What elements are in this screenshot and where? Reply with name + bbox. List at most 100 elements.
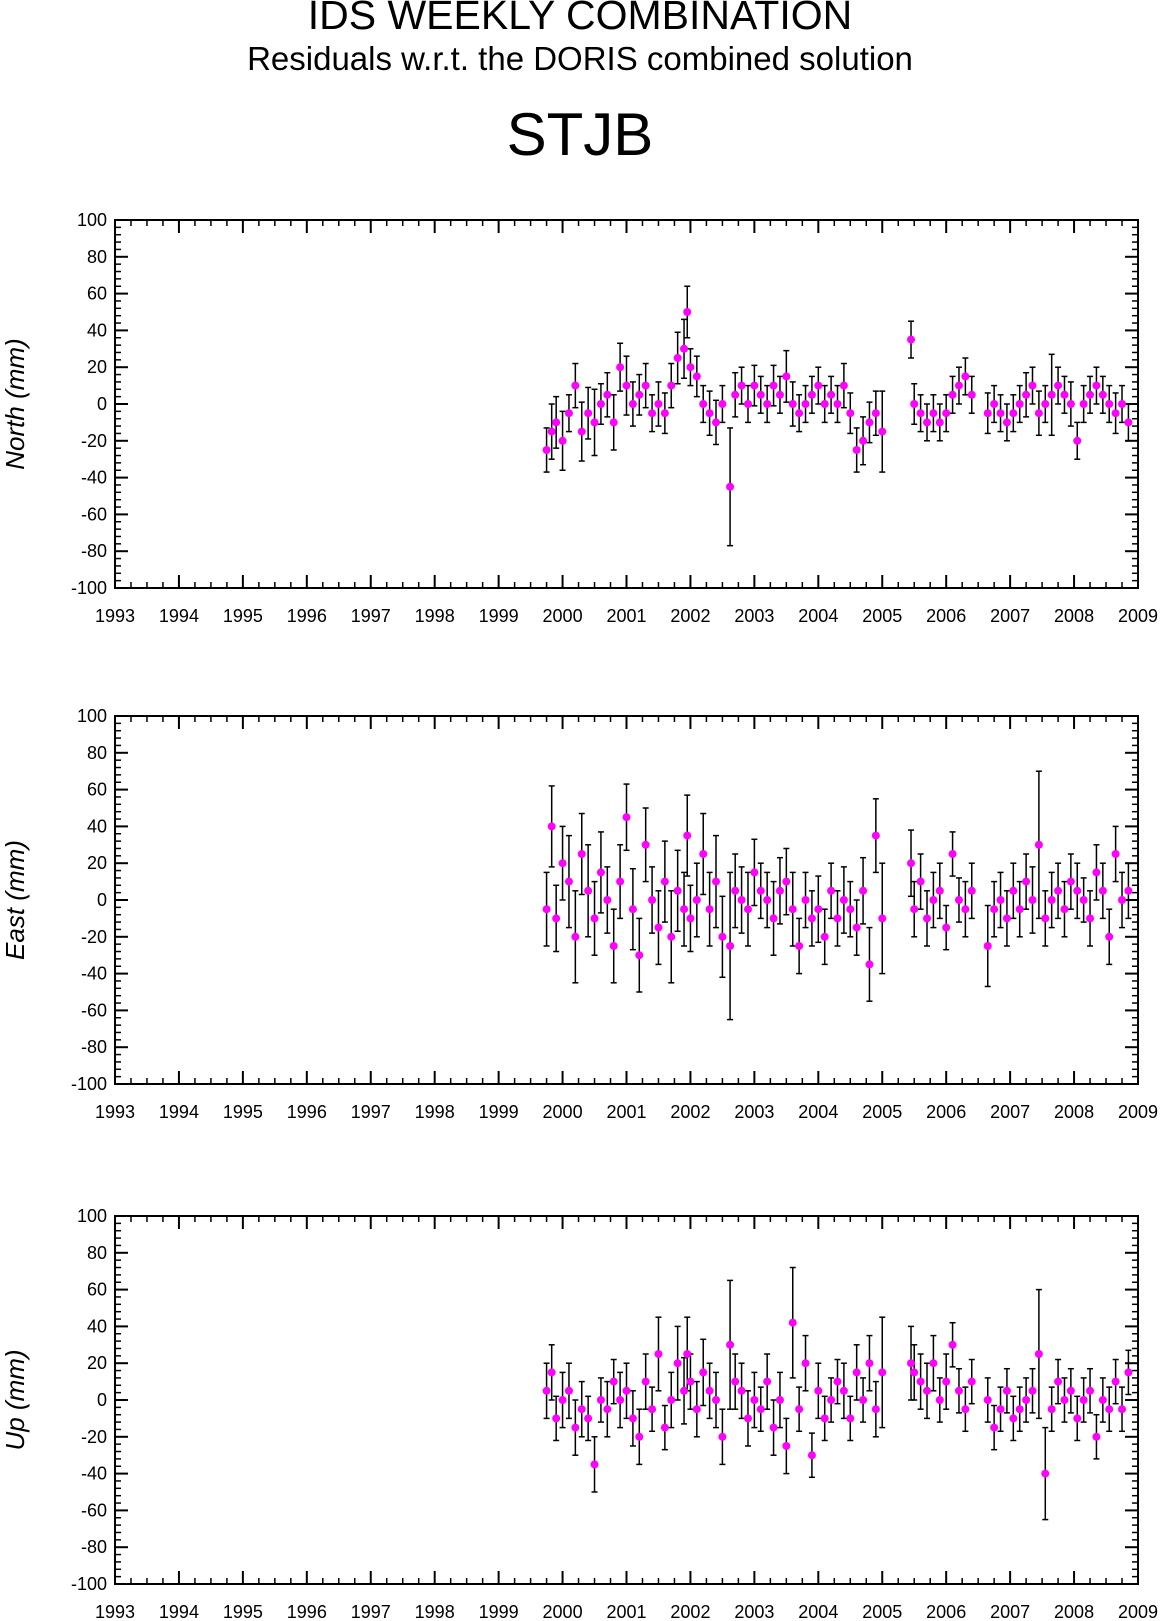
- x-tick-label: 1997: [351, 1102, 391, 1122]
- data-point: [788, 400, 797, 408]
- y-tick-label: -20: [81, 927, 107, 947]
- data-point: [801, 896, 810, 904]
- data-point: [726, 482, 735, 491]
- y-tick-label: -40: [81, 1464, 107, 1484]
- data-point: [801, 1359, 810, 1368]
- data-point: [743, 1414, 752, 1423]
- data-point: [775, 1396, 784, 1404]
- data-point: [1015, 1405, 1024, 1414]
- x-tick-label: 1993: [95, 606, 135, 626]
- y-tick-label: 20: [87, 853, 107, 873]
- data-point: [961, 372, 970, 381]
- data-point: [961, 1405, 970, 1414]
- data-point: [1022, 390, 1031, 399]
- x-tick-label: 2004: [798, 606, 838, 626]
- data-point: [1111, 850, 1120, 858]
- data-point: [712, 877, 721, 886]
- data-point: [1079, 1396, 1088, 1404]
- data-point: [737, 1386, 746, 1395]
- data-point: [878, 427, 887, 436]
- data-point: [865, 418, 874, 427]
- data-point: [801, 400, 810, 408]
- data-point: [795, 409, 804, 418]
- data-point: [1034, 1350, 1043, 1358]
- data-point: [1041, 914, 1050, 923]
- data-point: [750, 1396, 759, 1404]
- data-point: [667, 932, 676, 941]
- data-point: [1092, 381, 1101, 390]
- chart-title: IDS WEEKLY COMBINATION: [307, 0, 853, 38]
- x-tick-label: 2003: [734, 1102, 774, 1122]
- data-point: [763, 896, 772, 904]
- data-point: [996, 896, 1005, 904]
- data-point: [795, 942, 804, 950]
- data-point: [641, 840, 650, 849]
- y-tick-label: 80: [87, 1243, 107, 1263]
- data-point: [756, 1405, 765, 1414]
- panel-north: 1993 1994 1995 1996 1997 1998 1999 2000 2001 2002…: [0, 210, 1158, 626]
- data-point: [1047, 390, 1056, 399]
- data-point: [907, 1359, 916, 1368]
- data-point: [743, 400, 752, 408]
- y-tick-label: -40: [81, 468, 107, 488]
- data-point: [542, 446, 551, 454]
- data-point: [609, 942, 618, 950]
- x-tick-label: 1993: [95, 1102, 135, 1122]
- data-point: [1028, 381, 1037, 390]
- data-point: [910, 400, 919, 408]
- data-point: [846, 409, 855, 418]
- plot-frame: [114, 715, 1139, 1085]
- data-point: [1098, 390, 1107, 399]
- y-tick-label: 80: [87, 743, 107, 763]
- data-point: [635, 1432, 644, 1441]
- data-point: [584, 886, 593, 895]
- x-tick-label: 2008: [1054, 1102, 1094, 1122]
- data-point: [929, 1359, 938, 1368]
- data-point: [839, 1386, 848, 1395]
- data-point: [942, 1377, 951, 1386]
- x-tick-label: 2002: [670, 606, 710, 626]
- data-point: [564, 409, 573, 418]
- data-point: [1105, 1405, 1114, 1414]
- data-point: [935, 1396, 944, 1404]
- data-point: [641, 381, 650, 390]
- data-point: [731, 390, 740, 399]
- data-point: [769, 1423, 778, 1432]
- x-tick-label: 1997: [351, 606, 391, 626]
- data-point: [718, 1432, 727, 1441]
- y-tick-label: -20: [81, 431, 107, 451]
- data-point: [929, 896, 938, 904]
- x-tick-label: 2009: [1118, 606, 1158, 626]
- data-point: [692, 896, 701, 904]
- data-point: [680, 905, 689, 914]
- data-point: [967, 886, 976, 895]
- data-point: [1105, 400, 1114, 408]
- data-point: [705, 905, 714, 914]
- data-point: [935, 418, 944, 427]
- data-point: [648, 1405, 657, 1414]
- data-point: [983, 409, 992, 418]
- data-point: [833, 1377, 842, 1386]
- data-point: [814, 905, 823, 914]
- data-point: [622, 381, 631, 390]
- data-point: [705, 1386, 714, 1395]
- x-tick-label: 1998: [415, 606, 455, 626]
- data-point: [622, 1386, 631, 1395]
- data-point: [807, 390, 816, 399]
- data-point: [996, 1405, 1005, 1414]
- data-point: [983, 942, 992, 950]
- data-point: [1009, 409, 1018, 418]
- x-tick-label: 2006: [926, 606, 966, 626]
- data-point: [596, 868, 605, 877]
- data-point: [1034, 409, 1043, 418]
- data-point: [763, 400, 772, 408]
- data-point: [1054, 1377, 1063, 1386]
- y-tick-label: 0: [97, 890, 107, 910]
- data-point: [558, 859, 567, 868]
- y-tick-label: -60: [81, 1000, 107, 1020]
- data-point: [846, 1414, 855, 1423]
- data-point: [680, 1386, 689, 1395]
- y-tick-label: 20: [87, 357, 107, 377]
- y-tick-label: 40: [87, 816, 107, 836]
- data-point: [542, 1386, 551, 1395]
